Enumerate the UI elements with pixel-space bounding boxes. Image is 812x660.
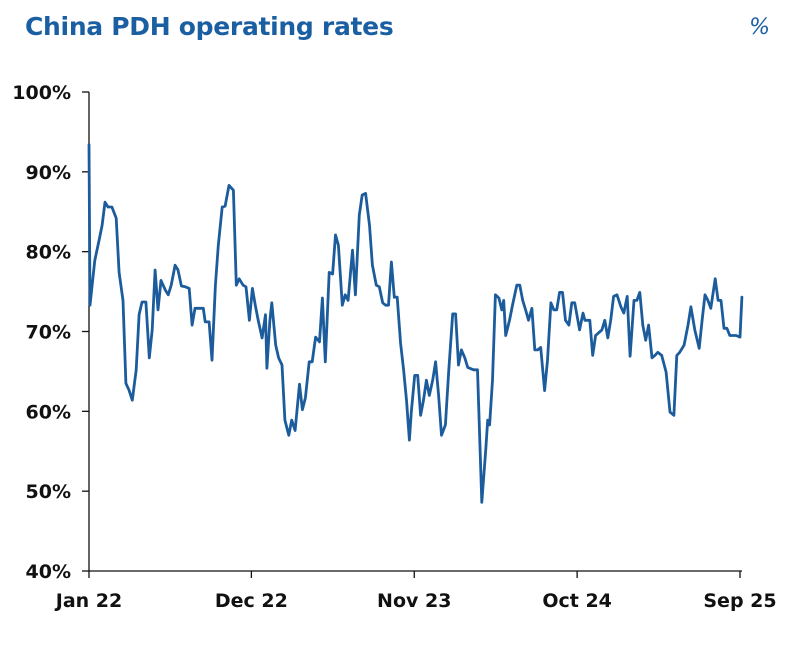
y-tick-label: 100% [12,82,71,104]
x-tick-label: Dec 22 [215,590,288,612]
y-tick-label: 50% [26,481,71,503]
y-tick-label: 90% [26,162,71,184]
y-tick-label: 40% [26,561,71,583]
y-tick-label: 60% [26,401,71,423]
x-tick-label: Jan 22 [54,590,122,612]
y-tick-label: 70% [26,322,71,344]
chart-title: China PDH operating rates [25,12,394,41]
y-tick-label: 80% [26,242,71,264]
axes: 40% 50% 60% 70% 80% 90% 100% Jan 22 Dec 22 Nov 23… [12,82,776,612]
unit-label: % [749,15,770,40]
series-line [87,143,744,504]
x-tick-label: Sep 25 [703,590,776,612]
x-tick-label: Oct 24 [542,590,612,612]
x-tick-label: Nov 23 [377,590,451,612]
plot-area [87,143,744,504]
